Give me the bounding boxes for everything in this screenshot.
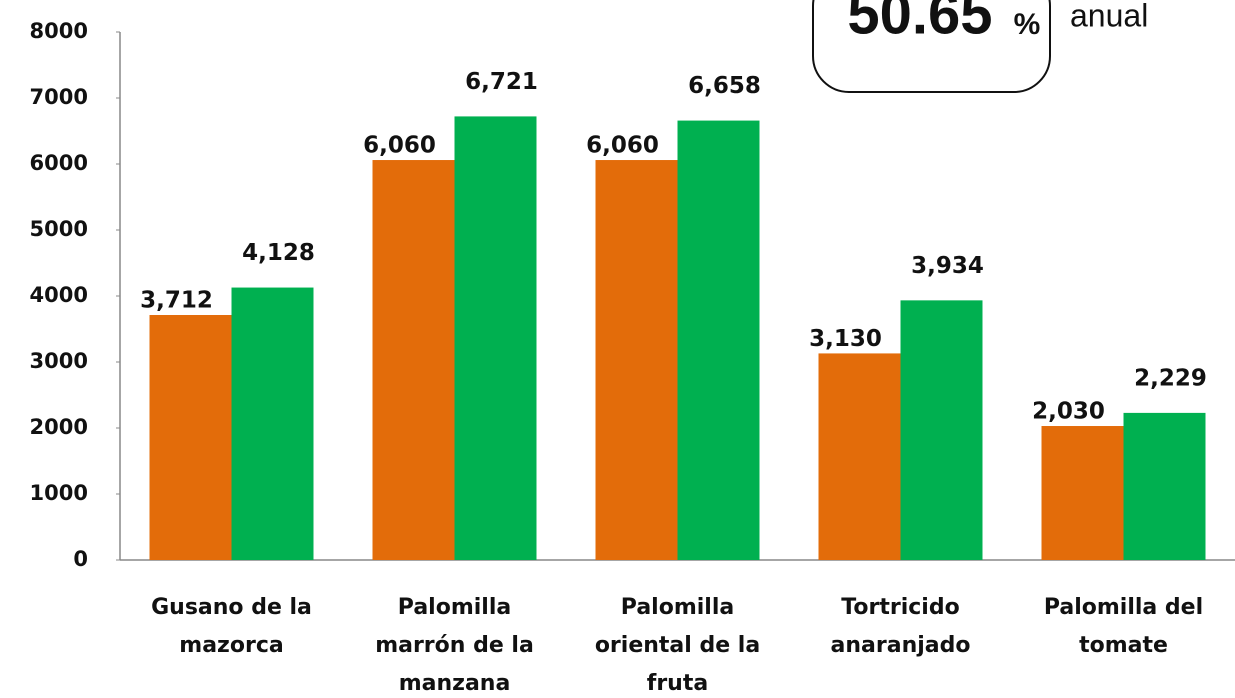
bar (1123, 412, 1206, 560)
value-label: 6,060 (586, 133, 659, 159)
annotation-note: anual (1070, 0, 1148, 33)
annotation-number: 50.65 (847, 0, 992, 46)
bar (677, 120, 760, 561)
x-tick-label: Tortricido anaranjado (831, 595, 971, 658)
value-label: 6,721 (465, 69, 538, 95)
bar (595, 160, 678, 561)
y-tick-label: 1000 (30, 481, 88, 505)
value-label: 6,658 (688, 73, 761, 99)
bar (900, 300, 983, 560)
x-tick-label: Palomilla marrón de la manzana (375, 595, 534, 696)
bar (454, 116, 537, 560)
value-label: 3,712 (140, 288, 213, 314)
x-tick-label: Palomilla del tomate (1044, 595, 1203, 658)
bar (372, 160, 455, 561)
annotation-symbol: % (1014, 8, 1041, 41)
value-label: 6,060 (363, 133, 436, 159)
x-tick-label: Gusano de la mazorca (151, 595, 312, 658)
y-tick-label: 4000 (30, 283, 88, 307)
y-tick-label: 7000 (30, 85, 88, 109)
x-tick-label: Palomilla oriental de la fruta (595, 595, 760, 696)
value-label: 2,030 (1032, 399, 1105, 425)
value-label: 2,229 (1134, 365, 1207, 391)
bar (818, 353, 901, 560)
bar (231, 287, 314, 560)
y-tick-label: 6000 (30, 151, 88, 175)
value-label: 3,130 (809, 326, 882, 352)
y-tick-label: 3000 (30, 349, 88, 373)
value-label: 4,128 (242, 240, 315, 266)
value-label: 3,934 (911, 253, 984, 279)
y-tick-label: 0 (73, 547, 88, 571)
bar (1041, 426, 1124, 560)
y-tick-label: 5000 (30, 217, 88, 241)
annotation-box (812, 0, 1051, 93)
bar (149, 315, 232, 560)
y-tick-label: 8000 (30, 19, 88, 43)
y-tick-label: 2000 (30, 415, 88, 439)
